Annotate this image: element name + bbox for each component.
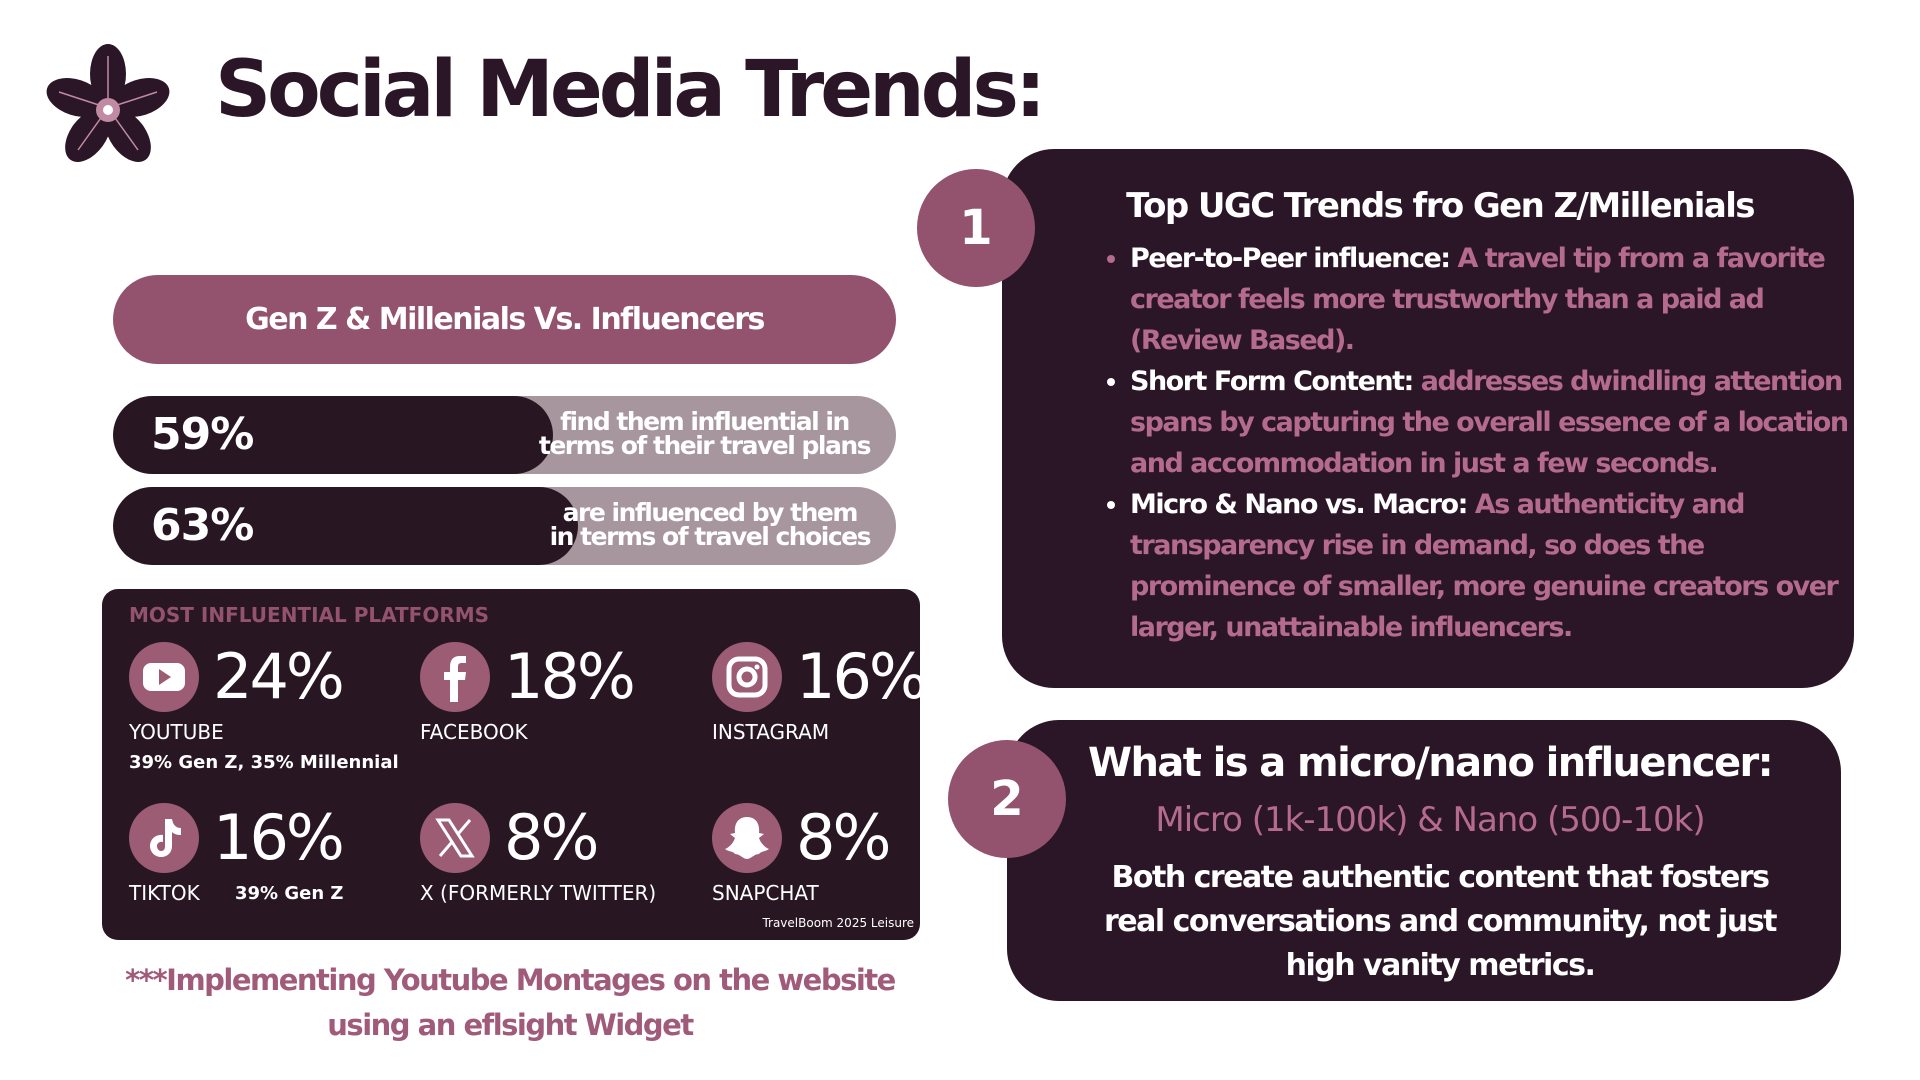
footnote: ***Implementing Youtube Montages on the … bbox=[110, 958, 910, 1048]
platform: 8% X (FORMERLY TWITTER) bbox=[420, 803, 720, 923]
youtube-icon bbox=[129, 642, 199, 712]
number-badge: 2 bbox=[948, 740, 1066, 858]
trend-text: addresses dwindling attention spans by c… bbox=[1130, 366, 1849, 479]
trend-lead: Peer-to-Peer influence: bbox=[1130, 243, 1451, 274]
micro-subheading: Micro (1k-100k) & Nano (500-10k) bbox=[1155, 800, 1705, 840]
platform-name: SNAPCHAT bbox=[712, 881, 819, 905]
platform-note: 39% Gen Z, 35% Millennial bbox=[129, 752, 399, 773]
stat-value: 63% bbox=[151, 500, 254, 551]
platform-name: X (FORMERLY TWITTER) bbox=[420, 881, 657, 905]
platform: 8% SNAPCHAT bbox=[712, 803, 992, 923]
micro-heading: What is a micro/nano influencer: bbox=[1087, 740, 1774, 786]
stat-bar: 59% find them influential in terms of the… bbox=[113, 396, 896, 474]
platform-name: INSTAGRAM bbox=[712, 720, 830, 744]
micro-body: Both create authentic content that foste… bbox=[1104, 860, 1778, 983]
stat-bar-fill bbox=[113, 396, 553, 474]
x-icon bbox=[420, 803, 490, 873]
platform-name: TIKTOK bbox=[129, 881, 200, 905]
trend-text: As authenticity and transparency rise in… bbox=[1130, 489, 1839, 643]
stat-text: are influenced by them in terms of travel… bbox=[549, 498, 872, 551]
stat-line: find them influential in bbox=[560, 407, 850, 436]
instagram-icon bbox=[712, 642, 782, 712]
platform-value: 16% bbox=[796, 640, 928, 713]
platform-value: 8% bbox=[796, 801, 891, 874]
trends-list: Peer-to-Peer influence: A travel tip fro… bbox=[1106, 238, 1850, 648]
stat-bar: 63% are influenced by them in terms of tr… bbox=[113, 487, 896, 565]
trends-heading: Top UGC Trends fro Gen Z/Millenials bbox=[1126, 186, 1755, 226]
micro-panel bbox=[1007, 720, 1841, 1001]
trend-lead: Short Form Content: bbox=[1130, 366, 1414, 397]
stat-line: in terms of travel choices bbox=[549, 522, 872, 551]
platform-value: 8% bbox=[504, 801, 599, 874]
footnote-line: ***Implementing Youtube Montages on the … bbox=[125, 963, 896, 997]
page-title: Social Media Trends: bbox=[215, 45, 1046, 135]
platform-note: 39% Gen Z bbox=[235, 883, 344, 904]
stat-text: find them influential in terms of their t… bbox=[538, 407, 872, 460]
platform: 24% YOUTUBE 39% Gen Z, 35% Millennial bbox=[129, 640, 409, 773]
platform-value: 24% bbox=[213, 640, 345, 713]
trend-item: Peer-to-Peer influence: A travel tip fro… bbox=[1130, 238, 1850, 361]
tiktok-icon bbox=[129, 803, 199, 873]
platforms-heading: MOST INFLUENTIAL PLATFORMS bbox=[129, 603, 490, 627]
trend-lead: Micro & Nano vs. Macro: bbox=[1130, 489, 1468, 520]
platform: 16% INSTAGRAM bbox=[712, 642, 992, 762]
orchid-logo bbox=[46, 44, 170, 162]
stat-line: terms of their travel plans bbox=[538, 431, 872, 460]
platform-name: YOUTUBE bbox=[129, 720, 224, 744]
snapchat-icon bbox=[712, 803, 782, 873]
stat-line: are influenced by them bbox=[562, 498, 859, 527]
trends-panel bbox=[1002, 149, 1854, 688]
platform-value: 18% bbox=[504, 640, 636, 713]
facebook-icon bbox=[420, 642, 490, 712]
footnote-line: using an eflsight Widget bbox=[327, 1008, 694, 1042]
platform-value: 16% bbox=[213, 801, 345, 874]
trend-item: Micro & Nano vs. Macro: As authenticity … bbox=[1130, 484, 1850, 648]
trend-item: Short Form Content: addresses dwindling … bbox=[1130, 361, 1850, 484]
platform-name: FACEBOOK bbox=[420, 720, 528, 744]
stat-bar-fill bbox=[113, 487, 578, 565]
platform: 16% TIKTOK 39% Gen Z bbox=[129, 803, 409, 923]
platforms-panel: MOST INFLUENTIAL PLATFORMS 24% YOUTUBE 3… bbox=[102, 589, 928, 940]
source-note: TravelBoom 2025 Leisure bbox=[762, 916, 914, 930]
platform: 18% FACEBOOK bbox=[420, 642, 700, 762]
trend-text: A travel tip from a favorite creator fee… bbox=[1130, 243, 1826, 356]
number-badge: 1 bbox=[917, 169, 1035, 287]
banner: Gen Z & Millenials Vs. Influencers bbox=[113, 275, 896, 364]
stat-value: 59% bbox=[151, 409, 254, 460]
